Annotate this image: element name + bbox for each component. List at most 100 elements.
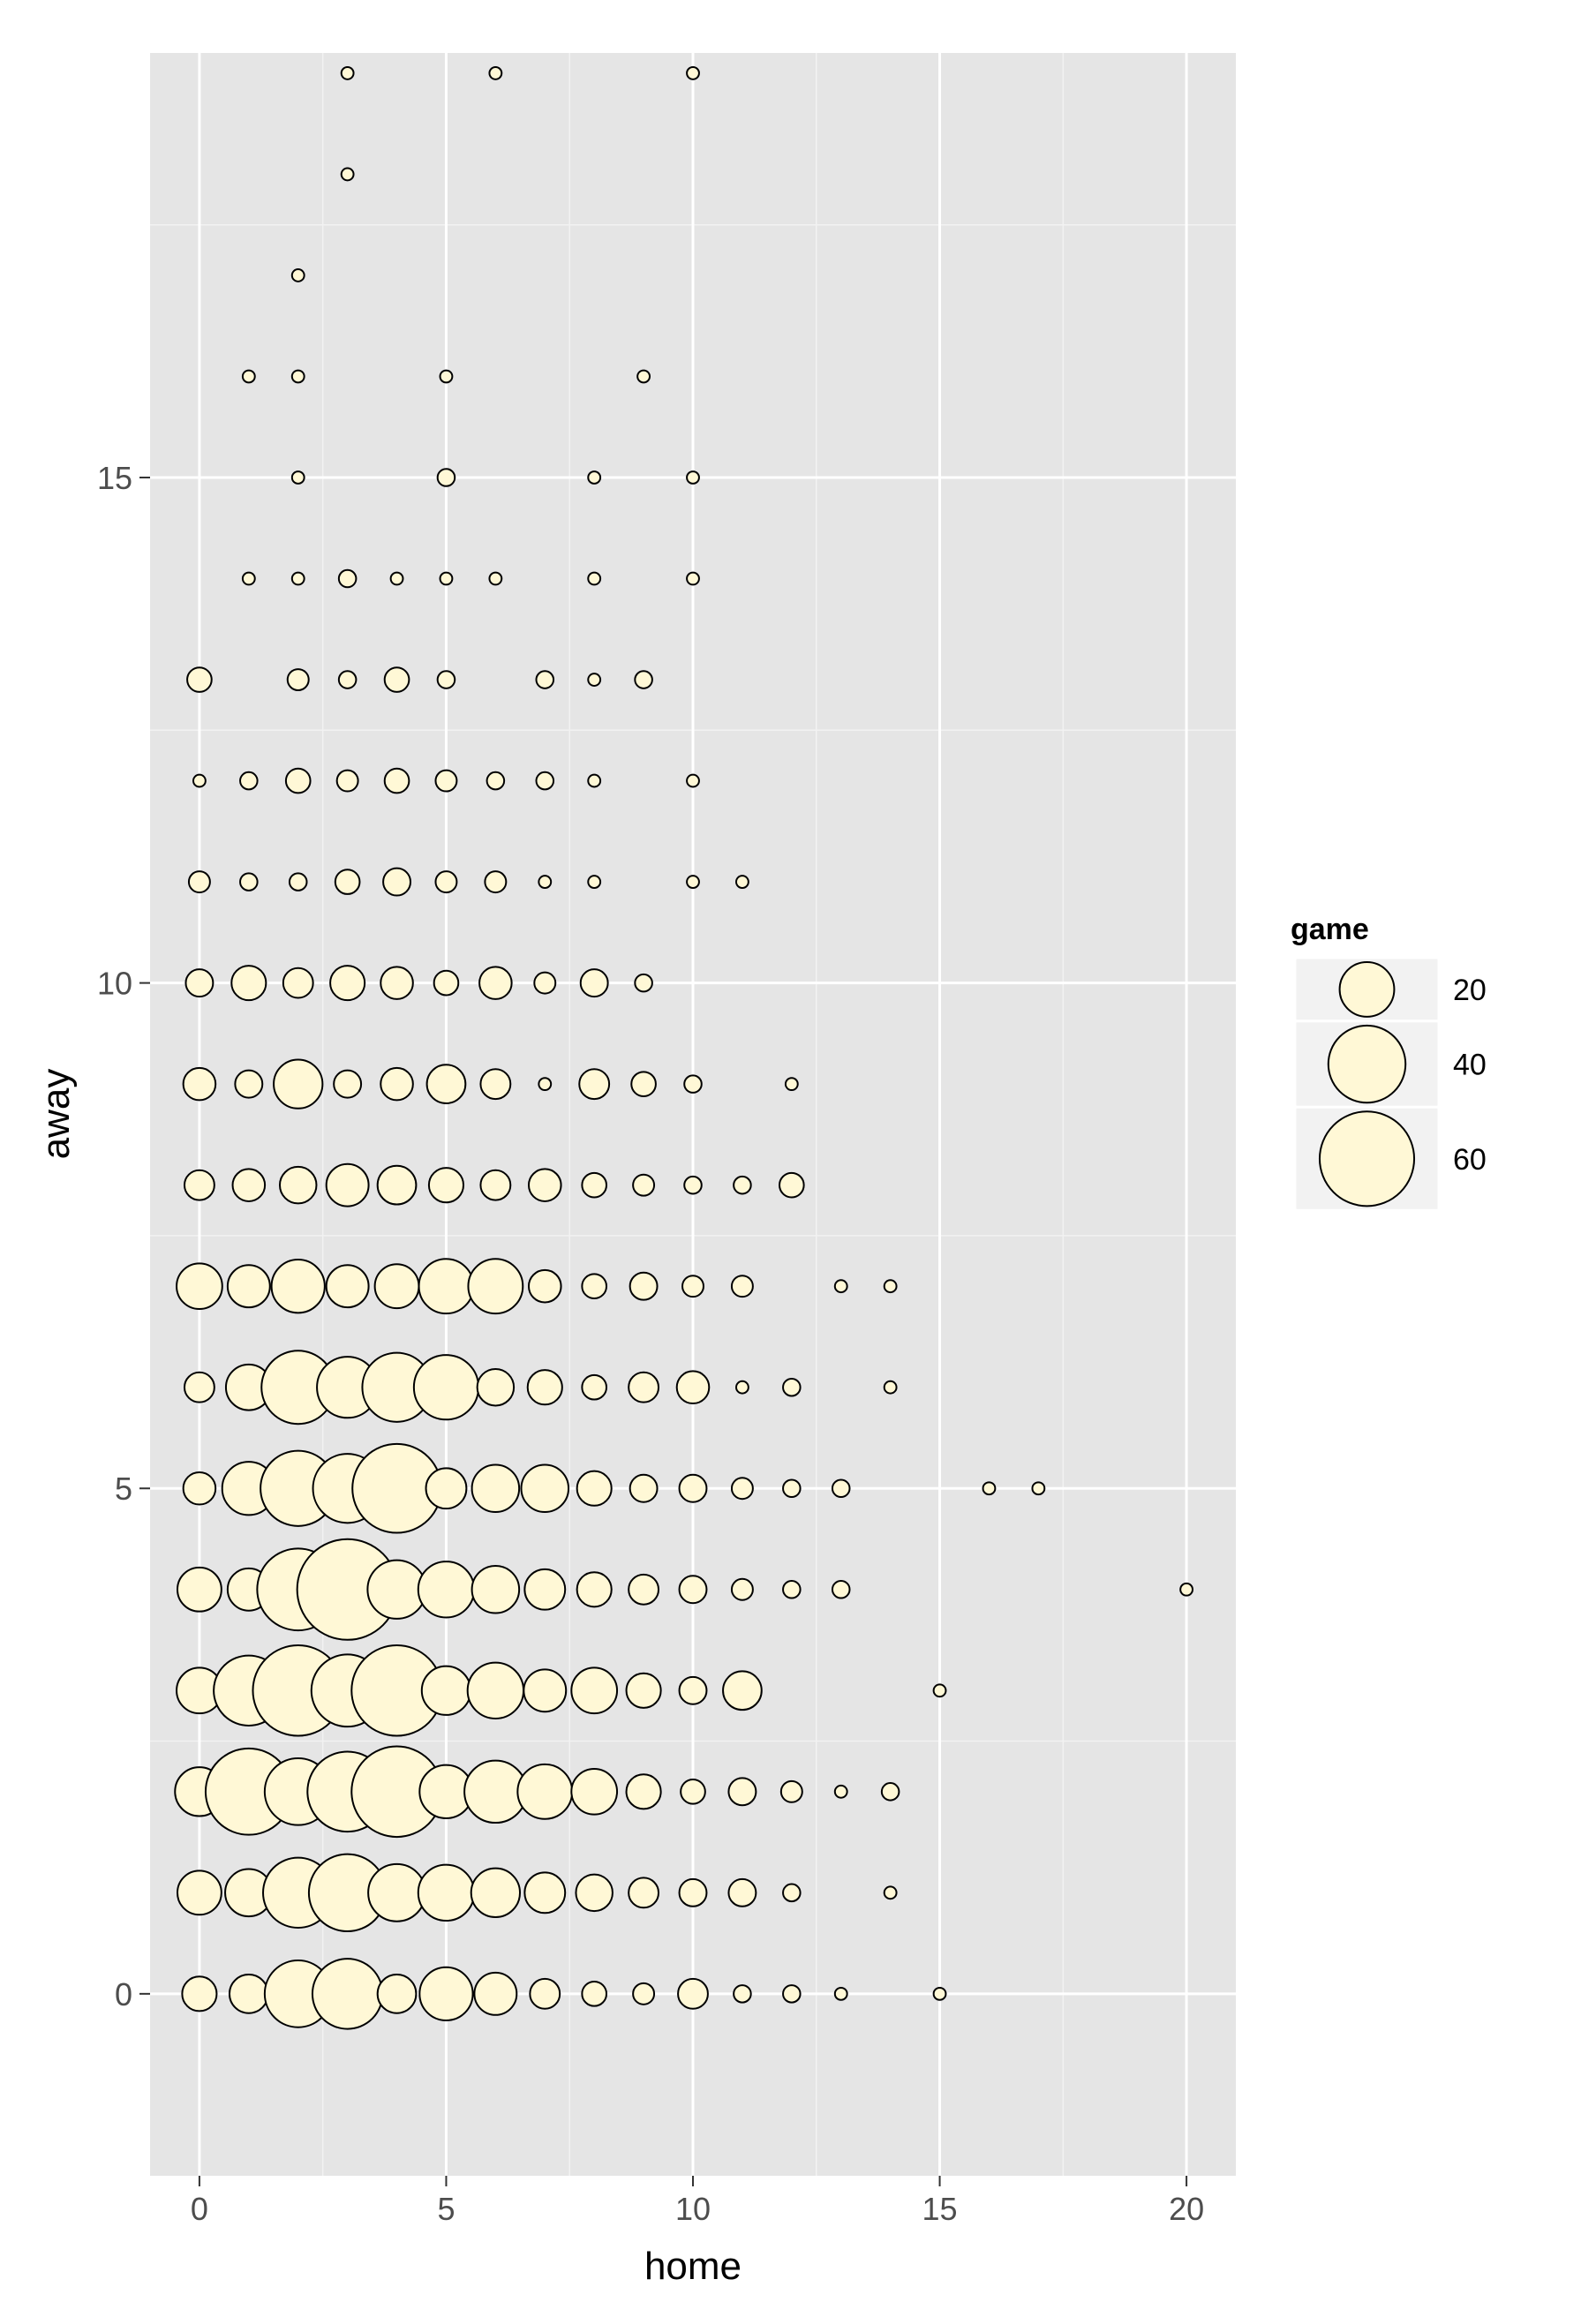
data-point bbox=[434, 769, 458, 793]
data-point bbox=[587, 571, 602, 586]
data-point bbox=[578, 1068, 611, 1101]
legend-label: 60 bbox=[1453, 1143, 1487, 1177]
minor-gridlines bbox=[150, 53, 1236, 2176]
data-point bbox=[629, 1271, 659, 1301]
legend-point bbox=[1327, 1024, 1407, 1104]
data-point bbox=[184, 968, 215, 998]
data-point bbox=[575, 1873, 614, 1913]
data-point bbox=[418, 1258, 475, 1315]
data-point bbox=[436, 468, 456, 487]
data-point bbox=[366, 1559, 427, 1620]
legend-label: 40 bbox=[1453, 1049, 1487, 1082]
data-point bbox=[516, 1763, 574, 1820]
data-point bbox=[337, 568, 358, 589]
data-point bbox=[833, 1986, 848, 2001]
data-point bbox=[466, 1661, 525, 1719]
data-point bbox=[535, 771, 555, 791]
legend-point bbox=[1338, 961, 1396, 1018]
data-point bbox=[520, 1463, 570, 1514]
data-point bbox=[439, 369, 454, 384]
data-point bbox=[436, 670, 456, 689]
data-point bbox=[880, 1782, 900, 1802]
data-point bbox=[782, 1984, 802, 2004]
data-point bbox=[286, 668, 310, 692]
legend-point bbox=[1318, 1110, 1416, 1207]
data-point bbox=[523, 1668, 568, 1713]
data-point bbox=[382, 867, 412, 897]
data-point bbox=[1031, 1481, 1046, 1496]
data-point bbox=[273, 1058, 324, 1110]
data-point bbox=[630, 1071, 657, 1097]
x-tick-label: 10 bbox=[675, 2191, 711, 2227]
legend-label: 20 bbox=[1453, 974, 1487, 1007]
data-point bbox=[367, 1862, 426, 1922]
data-point bbox=[176, 1869, 222, 1916]
data-point bbox=[722, 1670, 763, 1711]
data-point bbox=[883, 1279, 898, 1294]
x-tick-label: 0 bbox=[191, 2191, 208, 2227]
data-point bbox=[278, 1165, 318, 1205]
data-point bbox=[833, 1279, 848, 1294]
data-point bbox=[340, 65, 355, 80]
data-point bbox=[523, 1568, 567, 1611]
data-point bbox=[683, 1175, 703, 1195]
data-point bbox=[932, 1683, 947, 1698]
data-point bbox=[486, 771, 506, 791]
data-point bbox=[675, 1370, 711, 1405]
data-point bbox=[241, 571, 256, 586]
data-point bbox=[686, 773, 700, 788]
data-point bbox=[778, 1171, 805, 1199]
data-point bbox=[186, 666, 213, 693]
data-point bbox=[535, 670, 555, 689]
data-point bbox=[290, 571, 305, 586]
data-point bbox=[187, 870, 211, 894]
data-point bbox=[625, 1672, 662, 1709]
data-point bbox=[636, 369, 651, 384]
data-point bbox=[333, 1069, 363, 1099]
data-point bbox=[376, 1164, 418, 1206]
data-point bbox=[290, 369, 305, 384]
data-point bbox=[282, 967, 314, 999]
data-point bbox=[231, 1168, 267, 1202]
data-point bbox=[576, 1571, 613, 1608]
data-point bbox=[270, 1259, 326, 1314]
data-point bbox=[570, 1666, 619, 1715]
data-point bbox=[412, 1354, 480, 1421]
x-axis: 0 5 10 15 20 bbox=[191, 2176, 1204, 2227]
data-point bbox=[678, 1473, 708, 1503]
data-point bbox=[325, 1264, 370, 1309]
data-point bbox=[479, 1068, 512, 1101]
data-point bbox=[239, 872, 259, 891]
data-point bbox=[730, 1577, 754, 1601]
data-point bbox=[329, 965, 366, 1002]
data-point bbox=[523, 1871, 567, 1915]
data-point bbox=[527, 1268, 562, 1304]
data-point bbox=[192, 773, 207, 788]
data-point bbox=[686, 875, 700, 890]
data-point bbox=[628, 1877, 660, 1909]
data-point bbox=[733, 1175, 752, 1195]
y-tick-label: 5 bbox=[115, 1471, 132, 1507]
data-point bbox=[782, 1883, 802, 1903]
data-point bbox=[677, 1977, 709, 2010]
data-point bbox=[527, 1168, 562, 1202]
data-point bbox=[425, 1064, 467, 1105]
data-point bbox=[587, 773, 602, 788]
data-point bbox=[230, 965, 267, 1002]
data-point bbox=[581, 1373, 608, 1401]
data-point bbox=[628, 1573, 660, 1606]
data-point bbox=[176, 1262, 223, 1311]
data-point bbox=[579, 968, 609, 998]
data-point bbox=[680, 1778, 706, 1805]
data-point bbox=[182, 1471, 217, 1506]
data-point bbox=[632, 1982, 656, 2005]
data-point bbox=[634, 670, 653, 689]
data-point bbox=[376, 1973, 418, 2014]
y-axis-title: away bbox=[34, 1069, 78, 1160]
data-point bbox=[334, 869, 361, 895]
data-point bbox=[239, 771, 259, 791]
data-point bbox=[587, 875, 602, 890]
data-point bbox=[526, 1369, 563, 1406]
data-point bbox=[417, 1561, 476, 1619]
data-point bbox=[678, 1675, 708, 1705]
